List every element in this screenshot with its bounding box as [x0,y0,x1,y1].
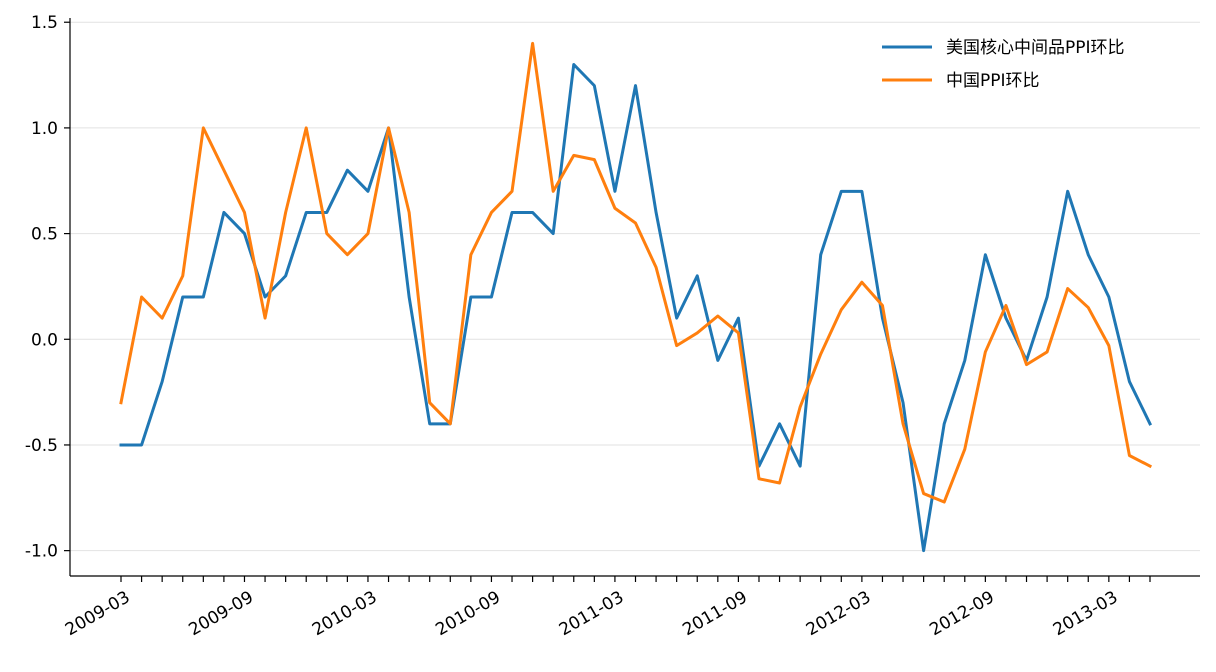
y-tick-label: 0.5 [31,225,58,245]
axes [69,18,1200,577]
x-tick-label: 2010-09 [432,587,504,640]
x-tick-label: 2012-03 [803,587,875,640]
y-tick-label: 0.0 [31,330,58,350]
series-lines [119,41,1153,553]
series-line-2 [119,41,1153,504]
y-tick-label: -0.5 [25,436,58,456]
legend-label-1: 美国核心中间品PPI环比 [946,38,1125,58]
x-tick-label: 2013-03 [1050,587,1122,640]
y-tick-label: 1.5 [31,13,58,33]
x-tick-label: 2012-09 [926,587,998,640]
y-tick-label: -1.0 [25,542,58,562]
legend-label-2: 中国PPI环比 [946,71,1040,91]
x-tick-label: 2011-09 [679,587,751,640]
x-tick-label: 2011-03 [556,587,628,640]
y-tick-label: 1.0 [31,119,58,139]
grid-lines [70,21,1200,552]
y-axis-ticks: -1.0 -0.5 0.0 0.5 1.0 1.5 [25,13,70,562]
x-tick-label: 2009-03 [62,587,134,640]
x-axis-ticks: 2009-03 2009-09 2010-03 2010-09 2011-03 2011-… [62,576,1151,640]
x-tick-label: 2009-09 [185,587,257,640]
x-tick-label: 2010-03 [309,587,381,640]
series-line-1 [119,63,1153,553]
